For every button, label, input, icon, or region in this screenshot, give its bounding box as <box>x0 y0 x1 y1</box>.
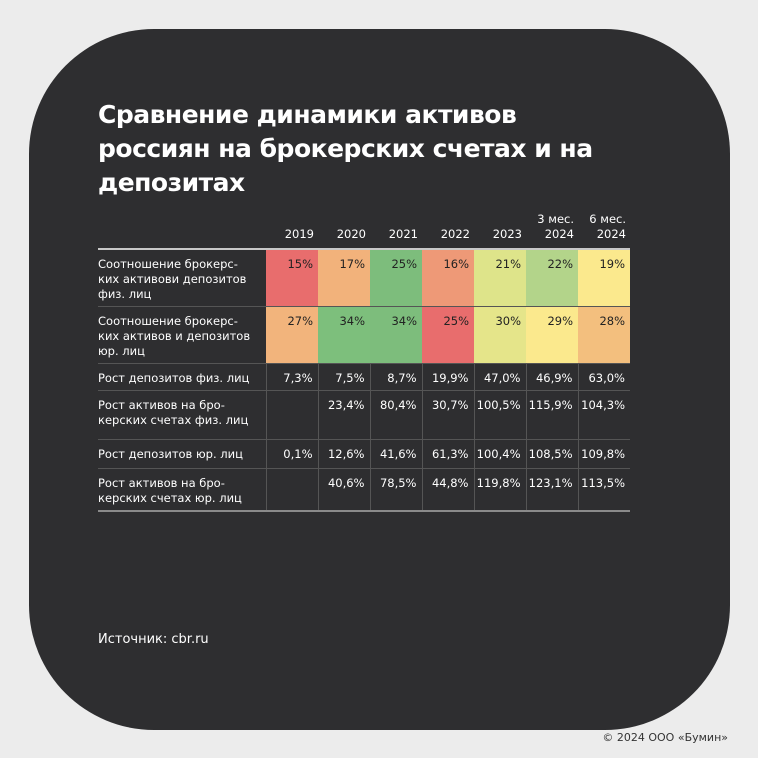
table-cell: 44,8% <box>421 468 474 511</box>
column-header: 3 мес. 2024 <box>537 212 574 241</box>
table-cell: 30,7% <box>421 390 474 440</box>
table-cell: 61,3% <box>421 439 474 469</box>
row-label: Рост активов на бро-керских счетах юр. л… <box>98 476 242 505</box>
table-cell: 12,6% <box>317 439 370 469</box>
header-blank <box>98 212 266 249</box>
header-row: 2019 2020 2021 2022 2023 3 мес. 2024 6 мес. 2024 <box>98 212 630 249</box>
table-row: Рост депозитов физ. лиц 7,3% 7,5% 8,7% 19,9%… <box>98 363 630 391</box>
table-cell: 25% <box>370 249 422 307</box>
table-cell: 25% <box>422 306 474 364</box>
column-header: 2020 <box>336 227 366 241</box>
column-header: 2022 <box>440 227 470 241</box>
table-cell: 7,3% <box>265 363 318 391</box>
table-cell: 113,5% <box>577 468 630 511</box>
table-cell: 21% <box>474 249 526 307</box>
table-cell: 46,9% <box>525 363 578 391</box>
copyright: © 2024 ООО «Бумин» <box>602 731 728 744</box>
column-header: 6 мес. 2024 <box>589 212 626 241</box>
table-cell: 47,0% <box>473 363 526 391</box>
table-cell: 41,6% <box>369 439 422 469</box>
table-cell: 123,1% <box>525 468 578 511</box>
table-cell: 30% <box>474 306 526 364</box>
table-row: Рост активов на бро-керских счетах физ. … <box>98 390 630 440</box>
data-table: 2019 2020 2021 2022 2023 3 мес. 2024 6 мес. 2024… <box>98 212 630 512</box>
column-header: 2021 <box>388 227 418 241</box>
column-header: 2019 <box>284 227 314 241</box>
table-cell: 8,7% <box>369 363 422 391</box>
row-label: Соотношение брокерс-ких активов и депози… <box>98 314 251 358</box>
page-title: Сравнение динамики активов россиян на бр… <box>98 100 593 197</box>
table-cell: 119,8% <box>473 468 526 511</box>
table-cell: 27% <box>266 306 318 364</box>
table-row: Рост активов на бро-керских счетах юр. л… <box>98 468 630 511</box>
row-label: Рост депозитов физ. лиц <box>98 371 250 385</box>
table-cell: 34% <box>370 306 422 364</box>
table-cell: 28% <box>578 306 630 364</box>
source-note: Источник: cbr.ru <box>98 632 209 647</box>
table-cell: 100,4% <box>473 439 526 469</box>
table-cell: 29% <box>526 306 578 364</box>
table-cell: 109,8% <box>577 439 630 469</box>
table-cell <box>265 468 318 511</box>
table-cell: 100,5% <box>473 390 526 440</box>
table-cell: 63,0% <box>577 363 630 391</box>
table-cell: 108,5% <box>525 439 578 469</box>
table-cell: 23,4% <box>317 390 370 440</box>
table-cell: 115,9% <box>525 390 578 440</box>
column-header: 2023 <box>492 227 522 241</box>
row-label: Рост активов на бро-керских счетах физ. … <box>98 398 249 427</box>
table-cell: 19,9% <box>421 363 474 391</box>
table-row: Соотношение брокерс-ких активови депозит… <box>98 249 630 307</box>
row-label: Рост депозитов юр. лиц <box>98 447 243 461</box>
table-row: Рост депозитов юр. лиц 0,1% 12,6% 41,6% 61,3… <box>98 439 630 469</box>
table-cell: 19% <box>578 249 630 307</box>
table-cell: 7,5% <box>317 363 370 391</box>
table-cell <box>265 390 318 440</box>
table-cell: 17% <box>318 249 370 307</box>
table-cell: 15% <box>266 249 318 307</box>
table-cell: 34% <box>318 306 370 364</box>
table-cell: 0,1% <box>265 439 318 469</box>
table-cell: 40,6% <box>317 468 370 511</box>
table-cell: 22% <box>526 249 578 307</box>
table-cell: 80,4% <box>369 390 422 440</box>
table-cell: 78,5% <box>369 468 422 511</box>
row-label: Соотношение брокерс-ких активови депозит… <box>98 257 247 301</box>
table-cell: 16% <box>422 249 474 307</box>
table-row: Соотношение брокерс-ких активов и депози… <box>98 306 630 364</box>
table-cell: 104,3% <box>577 390 630 440</box>
